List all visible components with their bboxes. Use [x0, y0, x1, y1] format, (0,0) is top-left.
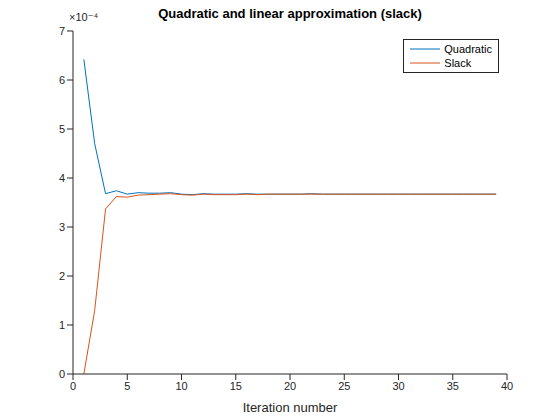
svg-text:25: 25 [338, 380, 350, 392]
svg-text:1: 1 [59, 319, 65, 331]
html-text:Quadratic and linear approxima: Quadratic and linear approximation (slac… [158, 6, 422, 21]
svg-text:0: 0 [70, 380, 76, 392]
svg-text:20: 20 [284, 380, 296, 392]
svg-text:7: 7 [59, 25, 65, 37]
svg-text:0: 0 [59, 368, 65, 380]
html-text:Quadratic: Quadratic [444, 43, 492, 55]
svg-text:2: 2 [59, 270, 65, 282]
svg-text:3: 3 [59, 221, 65, 233]
svg-text:6: 6 [59, 74, 65, 86]
svg-text:10: 10 [175, 380, 187, 392]
svg-text:40: 40 [501, 380, 513, 392]
svg-text:30: 30 [392, 380, 404, 392]
svg-text:5: 5 [124, 380, 130, 392]
svg-text:35: 35 [447, 380, 459, 392]
svg-text:4: 4 [59, 172, 65, 184]
svg-text:15: 15 [230, 380, 242, 392]
svg-text:5: 5 [59, 123, 65, 135]
svg-text:Iteration number: Iteration number [243, 400, 338, 415]
html-text:×10⁻⁴: ×10⁻⁴ [69, 11, 99, 23]
html-text:Slack: Slack [444, 57, 472, 69]
